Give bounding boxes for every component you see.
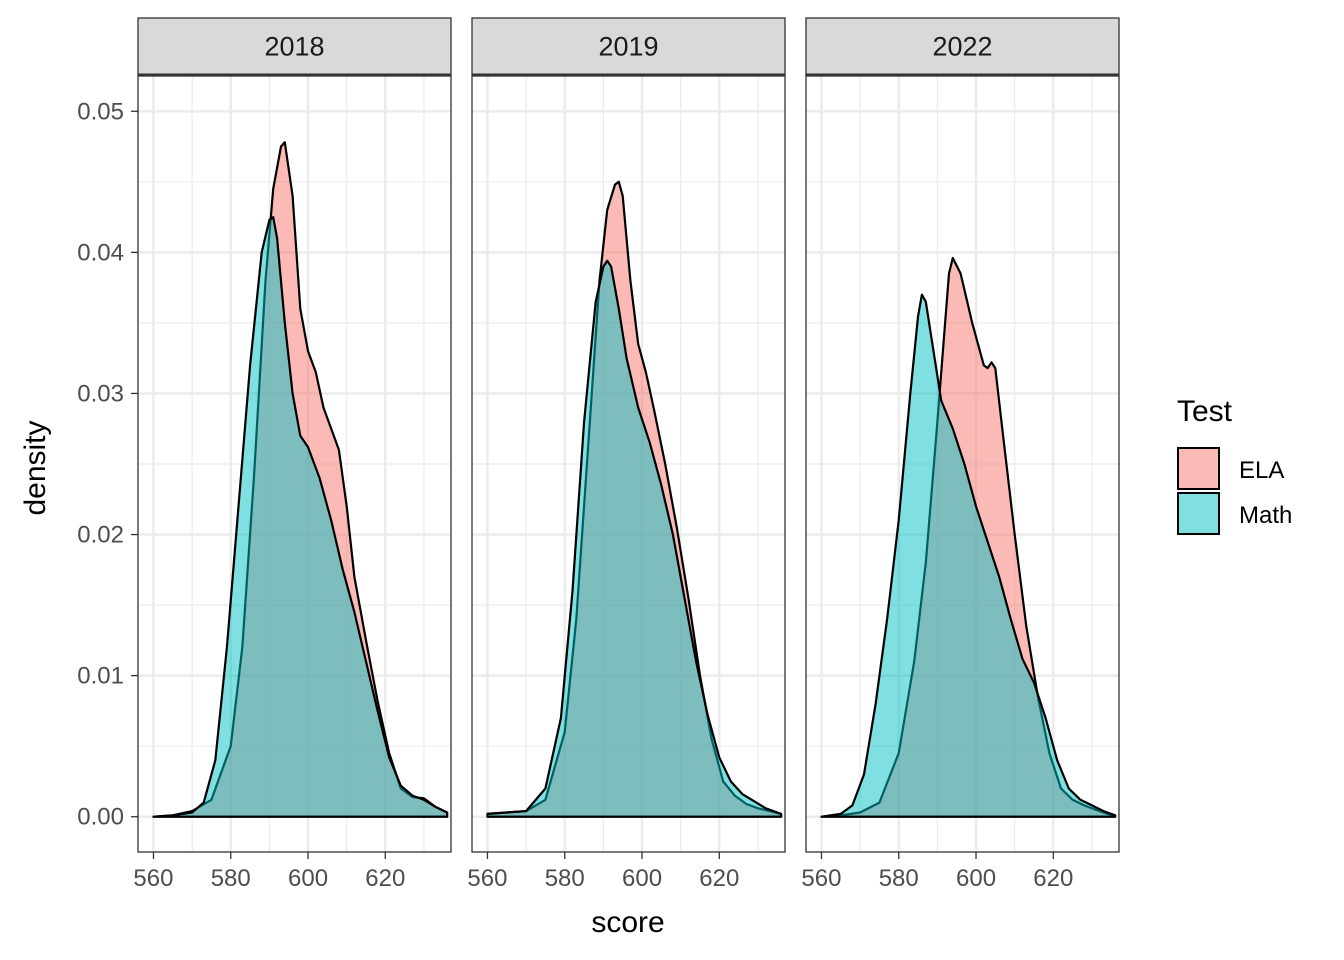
legend-key-swatch bbox=[1178, 448, 1219, 489]
facet-panel-2018: 2018 560 580 600 620 bbox=[133, 18, 451, 892]
x-tick-label: 560 bbox=[801, 865, 841, 892]
legend-item-math: Math bbox=[1177, 492, 1292, 535]
legend: Test ELA Math bbox=[1177, 395, 1292, 535]
legend-key-swatch bbox=[1178, 493, 1219, 534]
y-axis: 0.00 0.01 0.02 0.03 0.04 0.05 bbox=[77, 98, 138, 830]
x-tick-label: 620 bbox=[365, 865, 405, 892]
y-tick-label: 0.03 bbox=[77, 380, 124, 407]
x-tick-label: 620 bbox=[699, 865, 739, 892]
x-axis-title: score bbox=[591, 906, 664, 939]
panels-layer: 2018 560 580 600 620 2019 560 580 600 620 2022 560 5… bbox=[133, 18, 1119, 892]
legend-label: Math bbox=[1239, 502, 1292, 529]
x-tick-label: 600 bbox=[622, 865, 662, 892]
facet-panel-2022: 2022 560 580 600 620 bbox=[801, 18, 1119, 892]
facet-panel-2019: 2019 560 580 600 620 bbox=[467, 18, 785, 892]
facet-strip-label: 2018 bbox=[264, 32, 324, 62]
x-tick-label: 580 bbox=[211, 865, 251, 892]
x-tick-label: 620 bbox=[1033, 865, 1073, 892]
x-tick-label: 580 bbox=[879, 865, 919, 892]
y-tick-label: 0.01 bbox=[77, 663, 124, 690]
facet-strip-label: 2019 bbox=[598, 32, 658, 62]
x-tick-label: 600 bbox=[956, 865, 996, 892]
legend-item-ela: ELA bbox=[1177, 447, 1284, 490]
legend-label: ELA bbox=[1239, 457, 1284, 484]
y-tick-label: 0.04 bbox=[77, 239, 124, 266]
y-tick-label: 0.05 bbox=[77, 98, 124, 125]
y-tick-label: 0.02 bbox=[77, 522, 124, 549]
x-tick-label: 600 bbox=[288, 865, 328, 892]
facet-strip-label: 2022 bbox=[932, 32, 992, 62]
y-axis-title: density bbox=[19, 420, 52, 515]
legend-title: Test bbox=[1177, 395, 1233, 428]
x-tick-label: 560 bbox=[467, 865, 507, 892]
x-tick-label: 560 bbox=[133, 865, 173, 892]
y-tick-label: 0.00 bbox=[77, 804, 124, 831]
x-tick-label: 580 bbox=[545, 865, 585, 892]
